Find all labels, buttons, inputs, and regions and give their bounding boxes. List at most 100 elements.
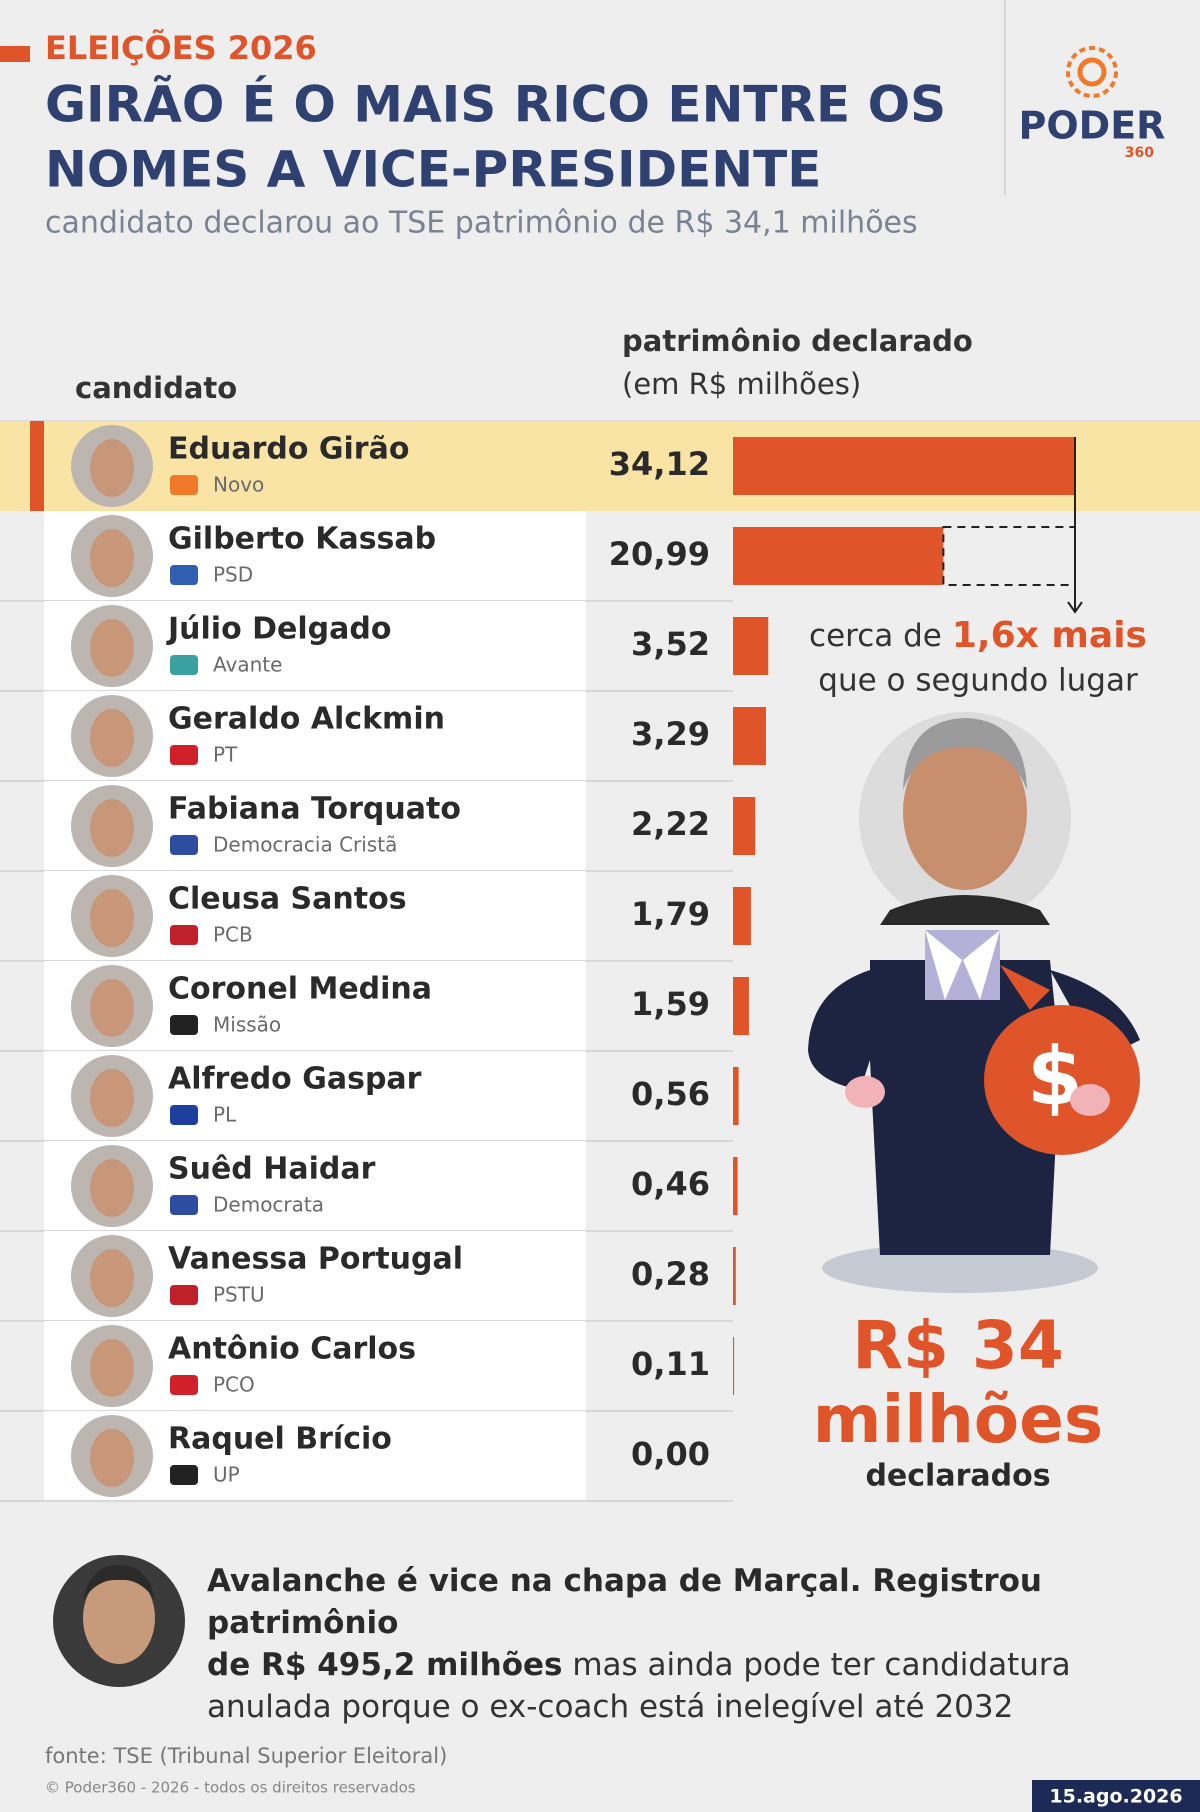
value-header: patrimônio declarado — [622, 324, 973, 358]
candidate-name: Fabiana Torquato — [168, 792, 461, 827]
title-line: GIRÃO É O MAIS RICO ENTRE OS — [45, 75, 946, 134]
date: 15.ago.2026 — [1049, 1786, 1182, 1808]
bar — [733, 527, 944, 585]
party-icon — [170, 1465, 198, 1485]
party-name: Democrata — [213, 1193, 324, 1217]
party-name: PCB — [213, 923, 253, 947]
party-icon — [170, 1195, 198, 1215]
bar — [733, 887, 751, 945]
copyright: © Poder360 - 2026 - todos os direitos re… — [45, 1779, 416, 1797]
category-header: candidato — [75, 371, 237, 405]
party-icon — [170, 565, 198, 585]
illustration: $ — [808, 712, 1140, 1293]
value-label: 1,59 — [631, 985, 710, 1023]
callout-unit: milhões — [813, 1381, 1103, 1458]
logo-sun — [1066, 46, 1118, 98]
bar — [733, 617, 769, 675]
kicker-bar — [0, 46, 30, 62]
source: fonte: TSE (Tribunal Superior Eleitoral) — [45, 1744, 447, 1768]
bar — [733, 1157, 738, 1215]
bar — [733, 1067, 739, 1125]
candidate-name: Coronel Medina — [168, 972, 432, 1007]
avatar-face — [90, 1339, 134, 1397]
party-icon — [170, 1105, 198, 1125]
party-icon — [170, 475, 198, 495]
annotation-prefix: cerca de — [809, 618, 942, 654]
note-text: mas ainda pode ter candidatura — [572, 1647, 1071, 1683]
value-label: 0,46 — [631, 1165, 710, 1203]
party-icon — [170, 1375, 198, 1395]
annotation: cerca de 1,6x mais — [809, 615, 1147, 656]
bar — [733, 437, 1075, 495]
party-name: Missão — [213, 1013, 281, 1037]
date-box — [1032, 1780, 1200, 1812]
candidate-name: Raquel Brício — [168, 1422, 392, 1457]
note-avatar — [53, 1555, 185, 1687]
value-header: (em R$ milhões) — [622, 367, 861, 401]
bar — [733, 1337, 735, 1395]
party-name: Democracia Cristã — [213, 833, 397, 857]
value-label: 1,79 — [631, 895, 710, 933]
avatar-face — [90, 799, 134, 857]
callout-amount: R$ 34 — [852, 1307, 1064, 1384]
avatar-face — [90, 1159, 134, 1217]
note: Avalanche é vice na chapa de Marçal. Reg… — [207, 1560, 1167, 1728]
avatar-face — [90, 709, 134, 767]
annotation-line: que o segundo lugar — [818, 663, 1138, 699]
party-name: PSD — [213, 563, 253, 587]
avatar-face — [90, 1429, 134, 1487]
avatar-face — [90, 529, 134, 587]
party-name: Novo — [213, 473, 264, 497]
party-icon — [170, 745, 198, 765]
value-label: 0,11 — [631, 1345, 710, 1383]
logo-name: PODER — [1019, 104, 1166, 148]
party-icon — [170, 925, 198, 945]
rows: Eduardo Girão Novo 34,12 Gilberto Kassab PSD… — [0, 420, 1200, 1502]
avatar-face — [90, 979, 134, 1037]
logo-number: 360 — [1125, 145, 1154, 161]
avatar-face — [90, 619, 134, 677]
avatar-face — [90, 1069, 134, 1127]
candidate-name: Antônio Carlos — [168, 1332, 416, 1367]
value-label: 20,99 — [609, 535, 710, 573]
candidate-name: Alfredo Gaspar — [168, 1062, 422, 1097]
party-icon — [170, 655, 198, 675]
party-icon — [170, 835, 198, 855]
candidate-name: Gilberto Kassab — [168, 522, 436, 557]
candidate-name: Vanessa Portugal — [168, 1242, 463, 1277]
note-bold: de R$ 495,2 milhões — [207, 1647, 563, 1683]
candidate-name: Geraldo Alckmin — [168, 702, 445, 737]
value-label: 34,12 — [609, 445, 710, 483]
candidate-name: Júlio Delgado — [166, 612, 391, 647]
party-name: UP — [213, 1463, 240, 1487]
party-name: Avante — [213, 653, 282, 677]
candidate-name: Suêd Haidar — [168, 1152, 376, 1187]
party-icon — [170, 1285, 198, 1305]
candidate-name: Cleusa Santos — [168, 882, 407, 917]
party-name: PT — [213, 743, 238, 767]
value-label: 0,56 — [631, 1075, 710, 1113]
callout-caption: declarados — [865, 1459, 1050, 1494]
note-bold: Avalanche é vice na chapa de Marçal. Reg… — [207, 1563, 1042, 1641]
party-icon — [170, 1015, 198, 1035]
row-highlight-edge — [30, 421, 44, 511]
party-name: PSTU — [213, 1283, 265, 1307]
value-label: 0,28 — [631, 1255, 710, 1293]
value-label: 2,22 — [631, 805, 710, 843]
gap-box — [942, 526, 1076, 586]
avatar-face — [90, 1249, 134, 1307]
bar — [733, 1247, 736, 1305]
bar — [733, 977, 749, 1035]
note-text: anulada porque o ex-coach está inelegíve… — [207, 1689, 1014, 1725]
bar — [733, 707, 766, 765]
value-label: 3,29 — [631, 715, 710, 753]
subtitle: candidato declarou ao TSE patrimônio de … — [45, 206, 918, 241]
party-name: PL — [213, 1103, 237, 1127]
value-label: 0,00 — [631, 1435, 710, 1473]
arrow-head — [1067, 601, 1083, 614]
value-label: 3,52 — [631, 625, 710, 663]
candidate-name: Eduardo Girão — [168, 432, 409, 467]
avatar-face — [90, 889, 134, 947]
